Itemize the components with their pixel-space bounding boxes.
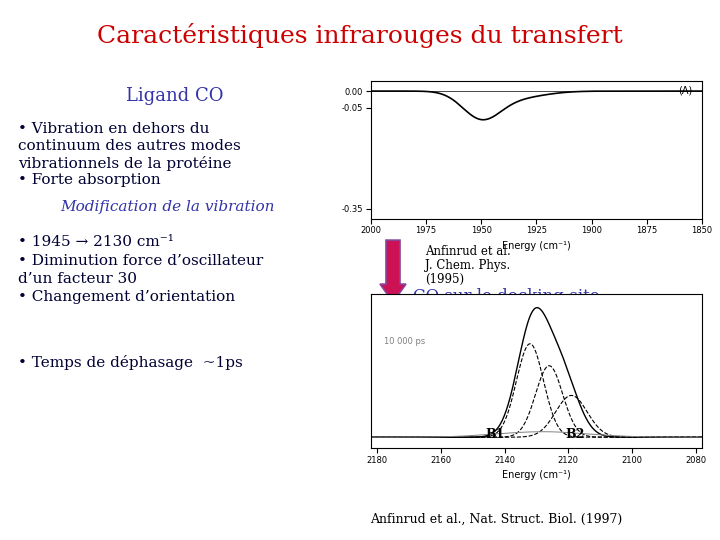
X-axis label: Energy (cm⁻¹): Energy (cm⁻¹) [502, 241, 571, 251]
Text: CO lié à l’hème: CO lié à l’hème [408, 84, 549, 102]
Text: CO sur le docking-site: CO sur le docking-site [413, 288, 600, 305]
Text: • 1945 → 2130 cm⁻¹: • 1945 → 2130 cm⁻¹ [18, 235, 174, 249]
Text: ⊥: ⊥ [490, 310, 506, 328]
Text: • Forte absorption: • Forte absorption [18, 173, 161, 187]
Text: Δα: Δα [370, 84, 397, 102]
Text: • Temps de déphasage  ~1ps: • Temps de déphasage ~1ps [18, 355, 243, 370]
Text: Δα: Δα [370, 303, 397, 321]
Text: Caractéristiques infrarouges du transfert: Caractéristiques infrarouges du transfer… [97, 23, 623, 48]
X-axis label: Energy (cm⁻¹): Energy (cm⁻¹) [502, 470, 571, 481]
Text: Anfinrud et al., Nat. Struct. Biol. (1997): Anfinrud et al., Nat. Struct. Biol. (199… [370, 513, 622, 526]
Text: Modification de la vibration: Modification de la vibration [60, 200, 274, 214]
Text: (1995): (1995) [425, 273, 464, 286]
Text: 10 000 ps: 10 000 ps [384, 338, 426, 346]
Text: B1: B1 [485, 428, 505, 441]
Text: • Vibration en dehors du: • Vibration en dehors du [18, 122, 210, 136]
Text: Anfinrud et al.: Anfinrud et al. [425, 245, 510, 258]
Text: • Diminution force d’oscillateur: • Diminution force d’oscillateur [18, 254, 264, 268]
Text: continuum des autres modes: continuum des autres modes [18, 139, 240, 153]
Text: (A): (A) [678, 85, 692, 95]
FancyArrow shape [380, 240, 406, 302]
Text: • Changement d’orientation: • Changement d’orientation [18, 290, 235, 304]
Text: J. Chem. Phys.: J. Chem. Phys. [425, 259, 510, 272]
Text: vibrationnels de la protéine: vibrationnels de la protéine [18, 156, 232, 171]
Text: d’un facteur 30: d’un facteur 30 [18, 272, 137, 286]
Text: Ligand CO: Ligand CO [126, 87, 224, 105]
Text: B2: B2 [565, 428, 585, 441]
Text: ∥: ∥ [533, 325, 541, 343]
